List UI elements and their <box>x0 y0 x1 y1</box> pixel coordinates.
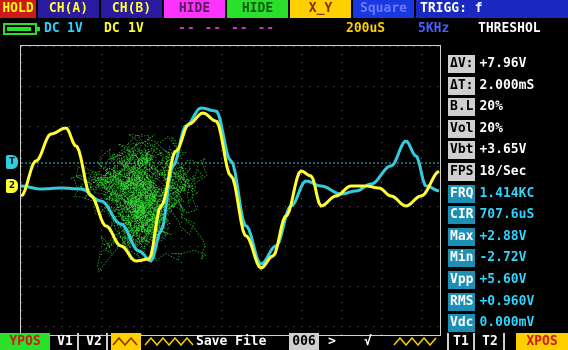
save-file-button[interactable]: Save File <box>196 334 267 349</box>
measurement-value: 707.6uS <box>479 207 535 223</box>
measurement-value: -2.72V <box>479 250 527 266</box>
measurement-value: +0.960V <box>479 293 535 309</box>
ch-a-button[interactable]: CH(A) <box>38 0 99 18</box>
measurement-row: Vbt +3.65V <box>448 141 568 160</box>
trigger-button[interactable]: TRIGG: f <box>416 0 568 18</box>
measurement-row: ΔT: 2.000mS <box>448 76 568 95</box>
xy-mode-button[interactable]: X_Y <box>290 0 351 18</box>
measurement-value: +3.65V <box>479 142 527 158</box>
measurement-row: CIR 707.6uS <box>448 206 568 225</box>
ch-c-hide-button[interactable]: HIDE <box>164 0 225 18</box>
measurement-value: 0.000mV <box>479 315 535 331</box>
measurement-label: ΔT: <box>448 76 476 95</box>
measurement-label: Vbt <box>448 141 476 160</box>
t1-button[interactable]: T1 <box>447 333 475 350</box>
channel-b-trace <box>21 106 440 266</box>
next-arrow-button[interactable]: > <box>328 334 336 349</box>
measurement-row: Vol 20% <box>448 119 568 138</box>
wave-preview-graphic <box>112 336 138 347</box>
square-wave-button[interactable]: Square <box>353 0 414 18</box>
ch-a-coupling: DC <box>44 21 60 36</box>
battery-icon <box>3 23 40 35</box>
waveform-display <box>21 46 440 335</box>
ch-b-scale: 1V <box>128 21 144 36</box>
v2-button[interactable]: V2 <box>82 333 108 350</box>
file-number[interactable]: 006 <box>289 333 319 350</box>
measurement-value: +2.88V <box>479 228 527 244</box>
ypos-button[interactable]: YPOS <box>0 333 50 350</box>
waveform-screen[interactable] <box>20 45 441 336</box>
timebase-readout: 200uS <box>346 21 386 36</box>
measurement-label: RMS <box>448 292 476 311</box>
measurement-value: 20% <box>479 99 503 115</box>
measurement-row: FRQ 1.414KC <box>448 184 568 203</box>
measurement-row: Max +2.88V <box>448 227 568 246</box>
channel-2-marker: 2 <box>6 179 18 193</box>
measurement-value: +7.96V <box>479 56 527 71</box>
trigger-mode: THRESHOL <box>478 21 541 36</box>
measurement-label: Min <box>448 249 476 268</box>
channel-a-trace <box>21 111 440 270</box>
measurement-value: 18/Sec <box>479 164 527 179</box>
measurement-label: Vdc <box>448 314 476 333</box>
ch-b-coupling: DC <box>104 21 120 36</box>
t2-button[interactable]: T2 <box>477 333 505 350</box>
measurement-row: FPS 18/Sec <box>448 163 568 181</box>
measurement-row: Min -2.72V <box>448 249 568 268</box>
inactive-channels: -- -- -- -- <box>178 21 276 36</box>
measurement-label: Vol <box>448 119 476 138</box>
measurement-label: Max <box>448 227 476 246</box>
measurement-row: B.L 20% <box>448 98 568 117</box>
measurement-label: B.L <box>448 98 476 117</box>
measurement-label: Vpp <box>448 271 476 289</box>
v1-button[interactable]: V1 <box>53 333 79 350</box>
ch-a-scale: 1V <box>67 21 83 36</box>
wave-preview-icon[interactable] <box>111 333 141 350</box>
xy-trace <box>70 133 208 273</box>
measurement-value: 2.000mS <box>479 77 535 93</box>
ch-b-button[interactable]: CH(B) <box>101 0 162 18</box>
xpos-button[interactable]: XPOS <box>516 333 568 350</box>
measurement-label: FRQ <box>448 184 476 203</box>
measurement-value: 20% <box>479 120 503 136</box>
measurement-row: Vdc 0.000mV <box>448 314 568 333</box>
measurement-value: 1.414KC <box>479 185 535 201</box>
measurement-row: RMS +0.960V <box>448 292 568 311</box>
wave-zigzag-icon-right <box>392 333 442 350</box>
frequency-readout: 5KHz <box>418 21 450 36</box>
measurement-label: ΔV: <box>448 55 476 73</box>
measurement-row: Vpp +5.60V <box>448 271 568 289</box>
hold-button[interactable]: HOLD <box>0 0 36 18</box>
measurement-row: ΔV: +7.96V <box>448 55 568 73</box>
measurement-label: CIR <box>448 206 476 225</box>
trigger-marker: T <box>6 155 18 169</box>
measurement-label: FPS <box>448 163 476 181</box>
confirm-check-button[interactable]: √ <box>364 334 372 349</box>
ch-d-hide-button[interactable]: HIDE <box>227 0 288 18</box>
measurement-value: +5.60V <box>479 272 527 287</box>
wave-zigzag-icon <box>143 333 197 350</box>
